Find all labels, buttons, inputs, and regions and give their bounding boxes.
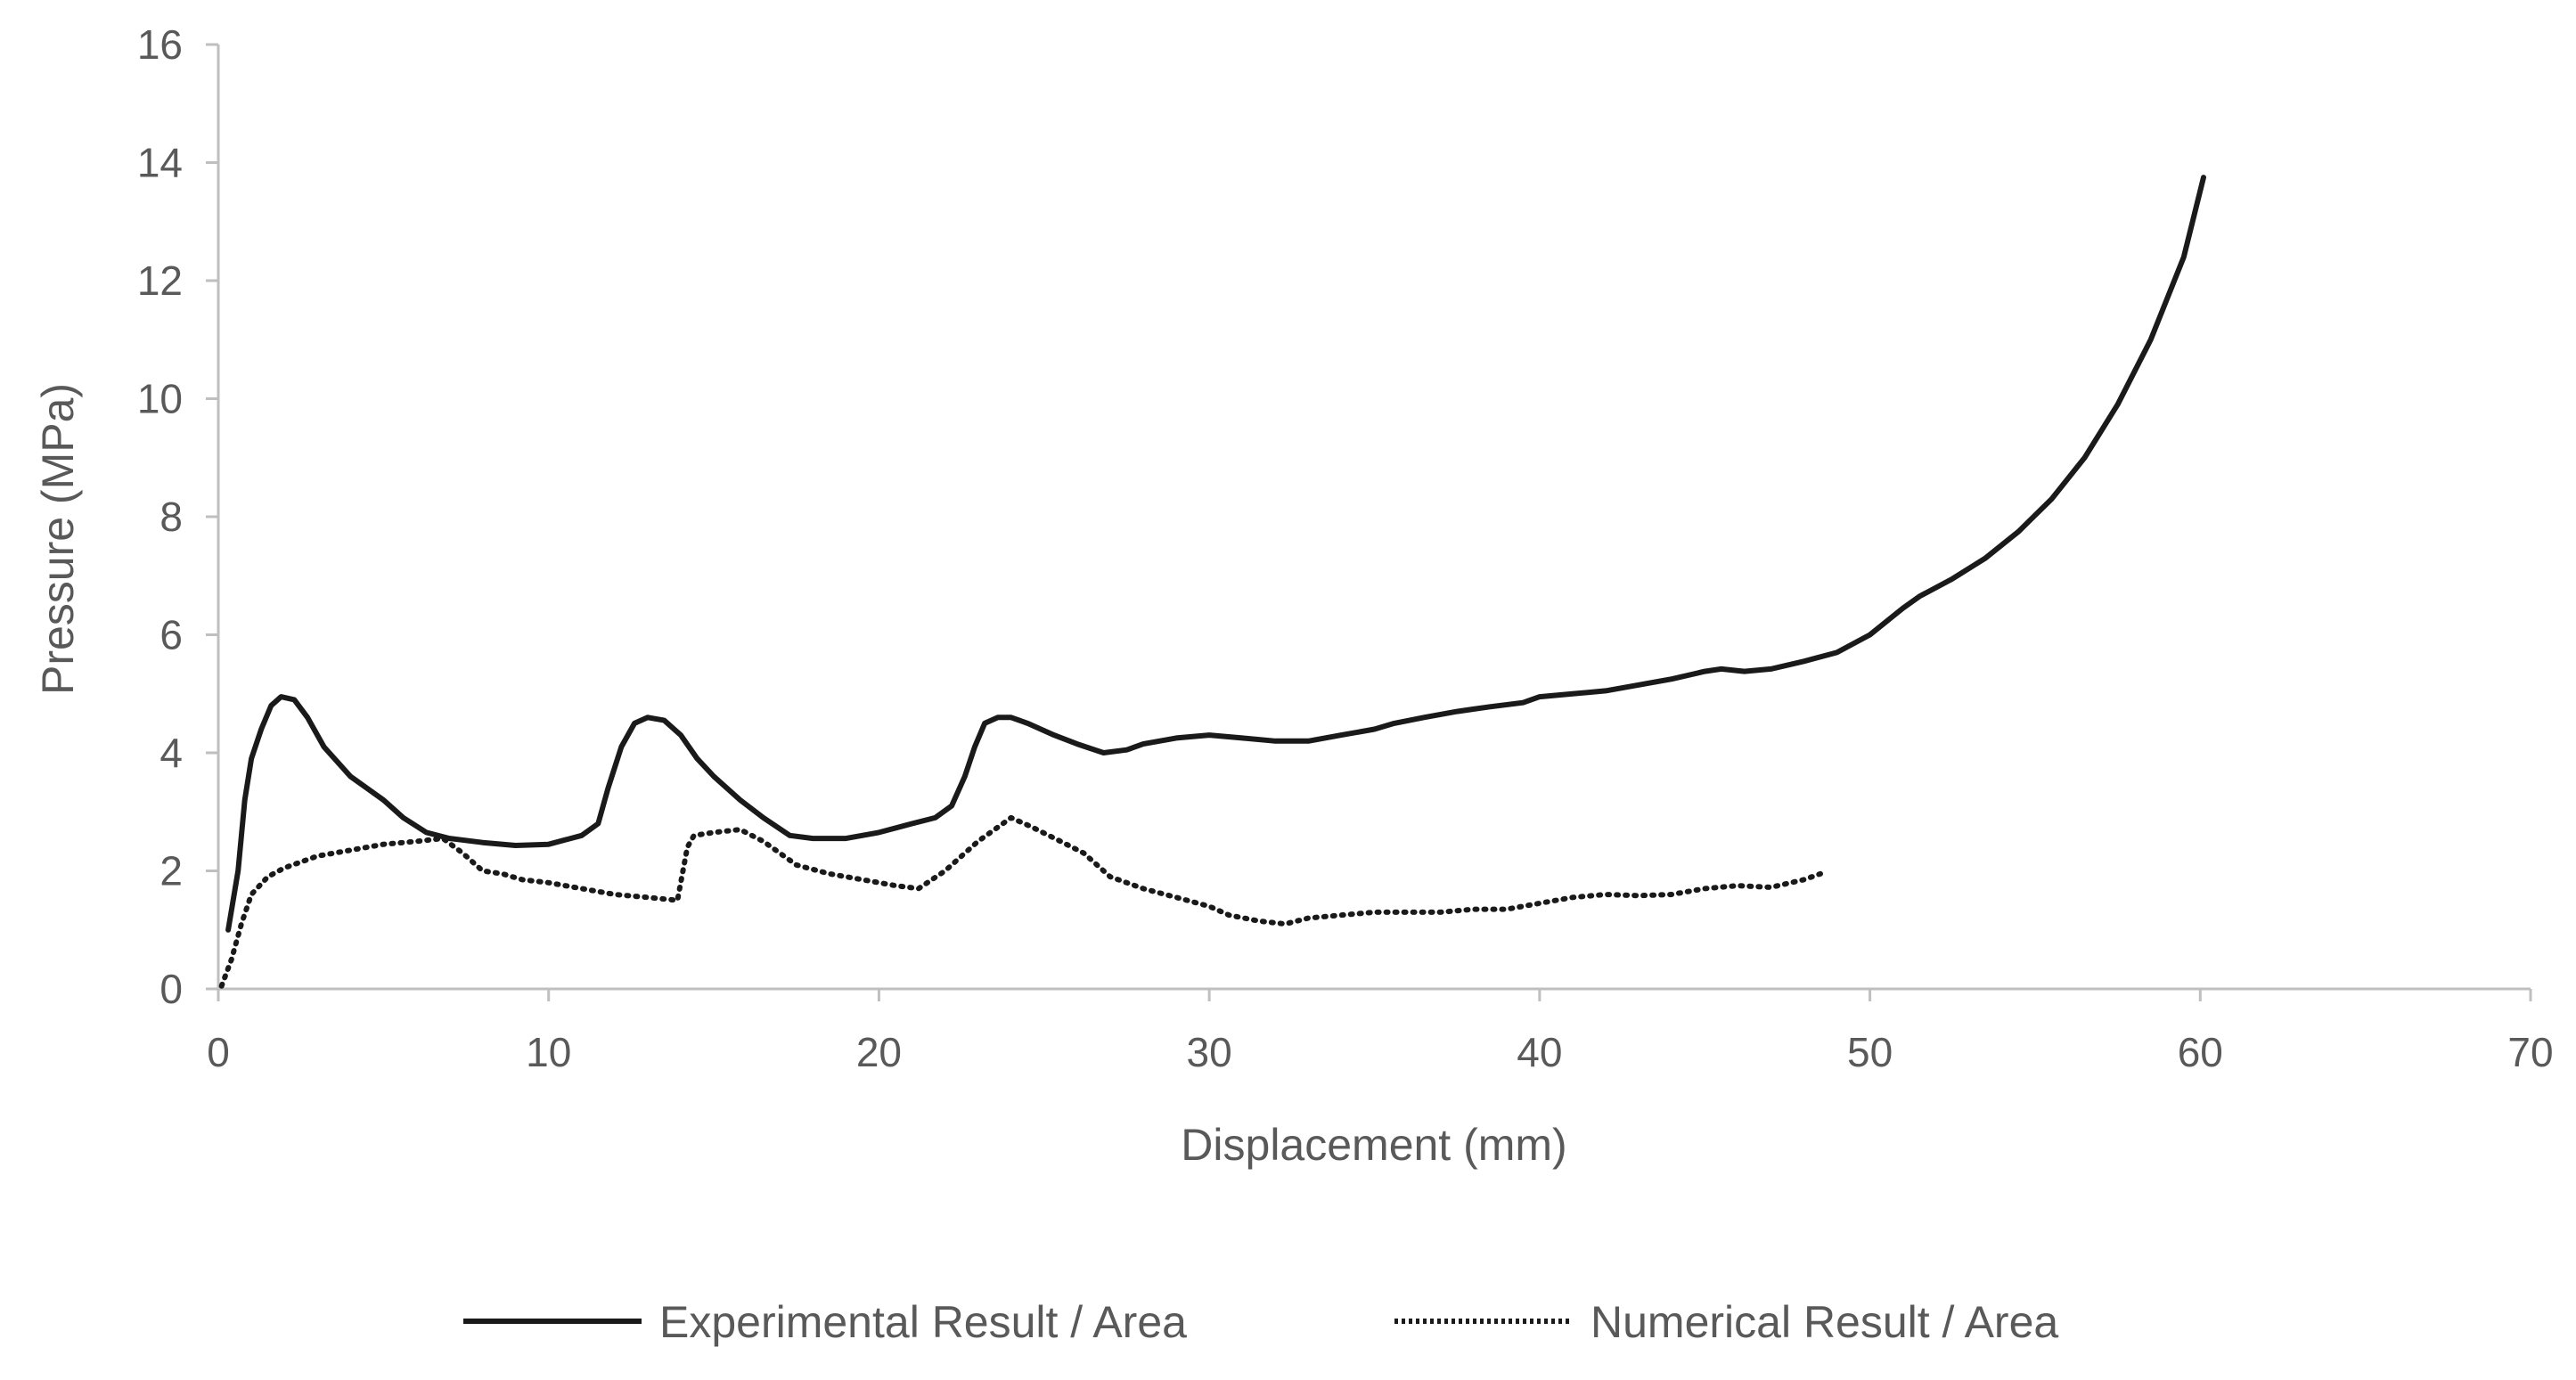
x-tick-label: 20: [856, 1029, 902, 1075]
series-line-experimental: [225, 175, 2206, 933]
legend-label-numerical: Numerical Result / Area: [1591, 1297, 2058, 1347]
x-tick-label: 10: [526, 1029, 571, 1075]
y-axis-title: Pressure (MPa): [33, 383, 83, 695]
y-tick-label: 2: [159, 848, 183, 894]
y-tick-label: 6: [159, 612, 183, 658]
x-tick-label: 50: [1847, 1029, 1893, 1075]
series-layer: [218, 175, 2206, 989]
y-tick-label: 4: [159, 730, 183, 776]
x-tick-label: 60: [2178, 1029, 2223, 1075]
y-tick-label: 14: [137, 140, 183, 186]
x-tick-label: 40: [1517, 1029, 1562, 1075]
tick-labels: 0 2 4 6 8 10 12 14 16 0 10 20 30 40 50 60 70: [137, 21, 2554, 1075]
x-tick-label: 0: [207, 1029, 230, 1075]
y-tick-label: 10: [137, 376, 183, 422]
y-tick-label: 12: [137, 257, 183, 304]
series-line-numerical: [218, 814, 1823, 989]
x-axis-title: Displacement (mm): [1181, 1120, 1566, 1170]
axes: [206, 43, 2532, 1001]
y-tick-label: 0: [159, 966, 183, 1012]
legend-label-experimental: Experimental Result / Area: [659, 1297, 1187, 1347]
x-tick-label: 30: [1187, 1029, 1232, 1075]
x-tick-label: 70: [2507, 1029, 2553, 1075]
y-tick-label: 8: [159, 494, 183, 540]
y-tick-label: 16: [137, 21, 183, 68]
legend: Experimental Result / Area Numerical Res…: [463, 1297, 2058, 1347]
